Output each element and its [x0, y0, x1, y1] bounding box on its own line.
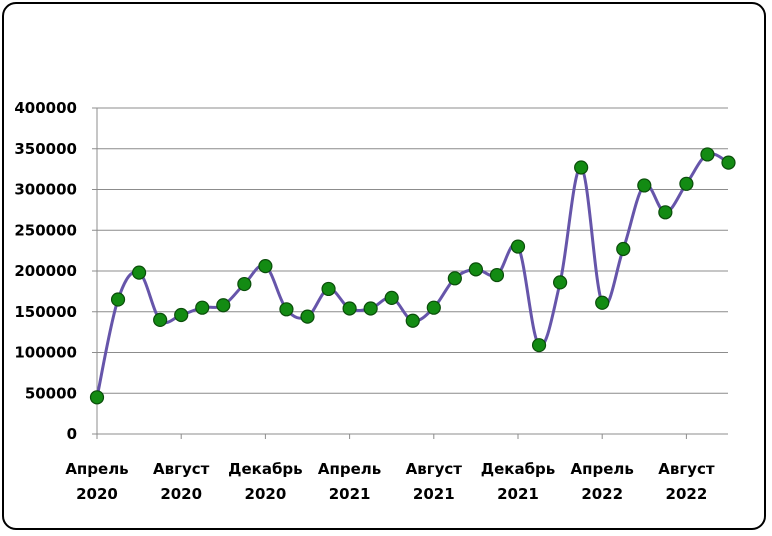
x-tick-label: Август 2020	[153, 460, 210, 503]
data-point	[489, 267, 505, 283]
y-tick-label: 400000	[14, 99, 77, 117]
y-tick-label: 300000	[14, 181, 77, 199]
y-tick-label: 50000	[25, 384, 77, 402]
data-point	[153, 312, 168, 327]
data-point	[595, 295, 610, 310]
y-tick-label: 250000	[14, 221, 77, 239]
data-point	[510, 239, 526, 254]
data-point	[237, 276, 252, 292]
data-point	[216, 298, 231, 313]
y-tick-label: 350000	[14, 140, 77, 158]
data-point	[321, 281, 336, 297]
data-point	[132, 265, 147, 280]
data-point	[679, 176, 694, 191]
data-point	[89, 390, 105, 405]
series-line	[95, 152, 730, 398]
x-tick-label: Декабрь 2020	[228, 460, 303, 503]
data-point	[574, 160, 589, 175]
data-point	[637, 178, 652, 193]
y-tick-label: 0	[67, 425, 77, 443]
data-point	[405, 313, 420, 328]
series-line-path	[95, 152, 730, 398]
y-tick-label: 200000	[14, 262, 77, 280]
grid-lines	[97, 107, 728, 394]
x-tick-label: Август 2021	[406, 460, 463, 503]
data-point	[447, 271, 462, 286]
x-tick-label: Декабрь 2021	[481, 460, 556, 503]
y-tick-label: 100000	[14, 344, 77, 362]
axes	[92, 107, 728, 439]
data-point	[384, 290, 399, 305]
data-point	[174, 307, 189, 323]
data-point	[616, 241, 631, 257]
data-point	[300, 309, 315, 324]
chart-frame	[2, 2, 766, 530]
data-point	[110, 292, 126, 307]
x-tick-label: Апрель 2020	[65, 460, 128, 503]
data-point	[258, 259, 273, 274]
data-point	[279, 302, 294, 317]
data-point	[658, 205, 673, 220]
data-point	[531, 338, 547, 353]
y-tick-label: 150000	[14, 303, 77, 321]
data-point	[195, 300, 210, 315]
data-point	[363, 301, 378, 316]
data-point	[552, 275, 568, 290]
x-tick-label: Август 2022	[658, 460, 715, 503]
x-axis-tick-labels: Апрель 2020 Август 2020 Декабрь 2020 Апрель 202…	[65, 460, 715, 503]
y-axis-tick-labels: 0 50000 100000 150000 200000 250000 300000 3500…	[14, 99, 77, 443]
x-tick-label: Апрель 2021	[318, 460, 381, 503]
data-point	[426, 300, 441, 315]
x-tick-label: Апрель 2022	[571, 460, 634, 503]
data-point	[342, 301, 357, 316]
data-points	[89, 147, 736, 405]
data-point	[468, 262, 483, 277]
data-point	[721, 155, 736, 170]
data-point	[700, 147, 715, 162]
